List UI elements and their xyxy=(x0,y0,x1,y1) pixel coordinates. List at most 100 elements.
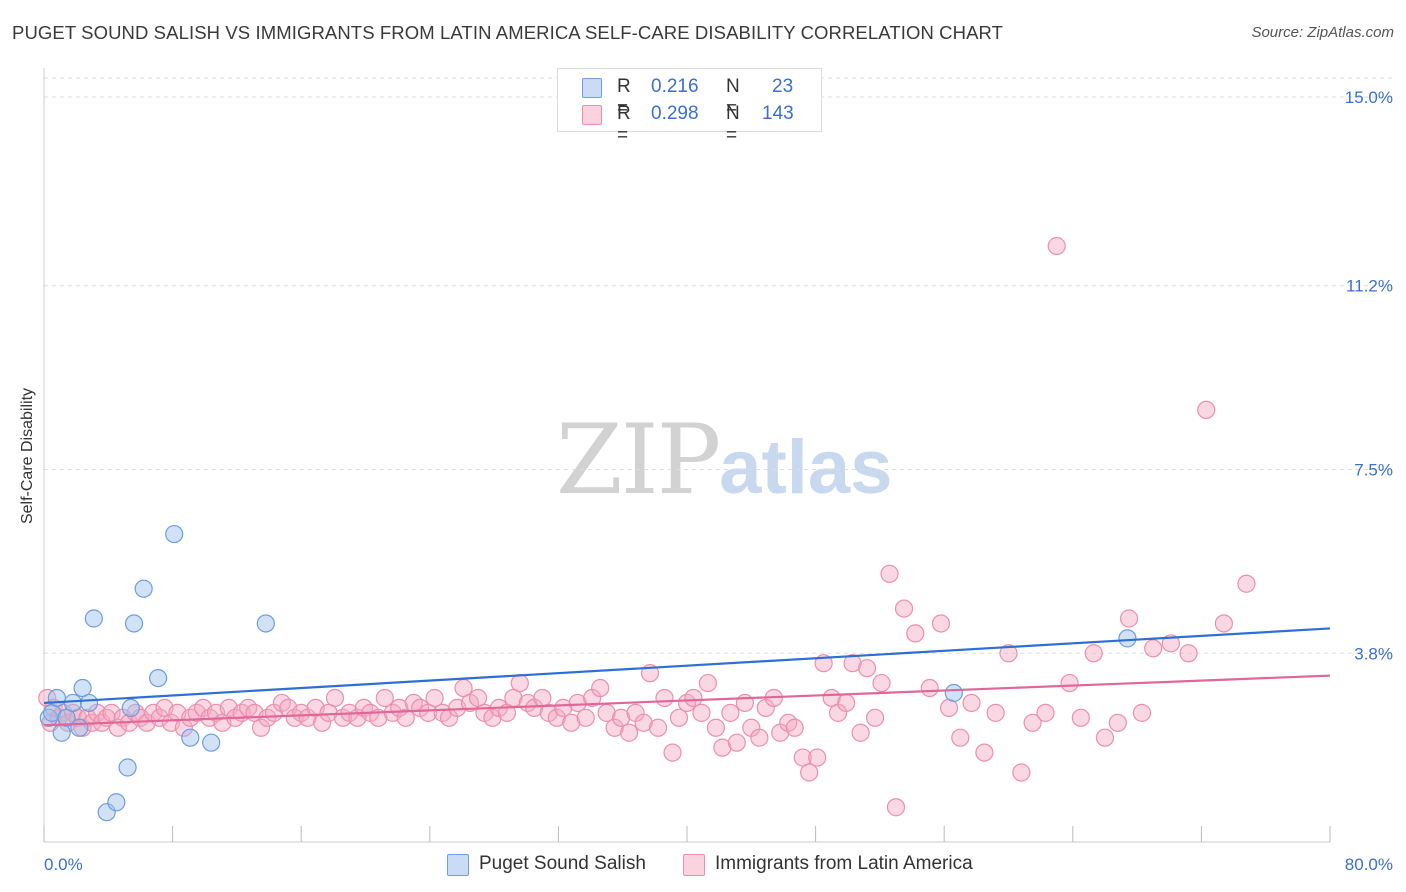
legend-r-label: R = xyxy=(617,76,631,119)
data-point-latin-america xyxy=(483,708,502,727)
data-point-latin-america xyxy=(669,708,689,727)
data-point-salish xyxy=(121,698,140,718)
data-point-latin-america xyxy=(251,718,271,737)
data-point-latin-america xyxy=(721,703,740,722)
data-point-latin-america xyxy=(648,718,668,737)
data-point-latin-america xyxy=(591,678,610,698)
data-point-latin-america xyxy=(620,723,639,742)
data-point-latin-america xyxy=(396,708,415,727)
data-point-latin-america xyxy=(886,798,906,817)
data-point-salish xyxy=(63,693,83,713)
data-point-latin-america xyxy=(1108,713,1127,732)
data-point-latin-america xyxy=(851,723,870,742)
source-credit: Source: ZipAtlas.com xyxy=(1251,24,1394,41)
data-point-salish xyxy=(1118,629,1137,648)
data-point-salish xyxy=(107,793,126,812)
data-point-salish xyxy=(944,683,963,703)
data-point-salish xyxy=(39,708,58,727)
data-point-latin-america xyxy=(931,614,951,633)
data-point-latin-america xyxy=(1119,609,1139,628)
data-point-salish xyxy=(149,668,168,688)
data-point-salish xyxy=(181,728,200,747)
data-point-latin-america xyxy=(1036,703,1055,722)
data-point-latin-america xyxy=(568,693,587,713)
data-point-latin-america xyxy=(562,713,581,732)
legend-n-label: N = xyxy=(726,76,740,119)
data-point-salish xyxy=(118,758,137,777)
legend-swatch-immigrants-latin-america xyxy=(683,854,705,876)
data-point-latin-america xyxy=(962,693,981,713)
legend-r-value: 0.216 xyxy=(651,76,699,97)
legend-n-label: N = xyxy=(726,103,740,146)
data-point-latin-america xyxy=(692,703,711,722)
data-point-latin-america xyxy=(605,718,624,737)
data-point-salish xyxy=(84,609,103,628)
legend-swatch-puget-sound-salish xyxy=(447,854,469,876)
data-point-latin-america xyxy=(1197,400,1216,419)
data-point-latin-america xyxy=(1144,639,1163,658)
data-point-latin-america xyxy=(576,708,595,727)
data-point-latin-america xyxy=(865,708,885,727)
data-point-latin-america xyxy=(1179,644,1198,663)
data-point-latin-america xyxy=(880,564,899,583)
trend-line-latin-america xyxy=(43,674,1331,727)
data-point-latin-america xyxy=(1023,713,1042,732)
data-point-latin-america xyxy=(975,743,994,762)
data-point-latin-america xyxy=(785,718,804,737)
data-point-latin-america xyxy=(906,624,925,643)
data-point-salish xyxy=(165,524,184,544)
data-point-salish xyxy=(202,733,221,752)
legend-label-immigrants-latin-america: Immigrants from Latin America xyxy=(715,853,973,874)
legend-n-value: 143 xyxy=(762,103,794,124)
data-point-latin-america xyxy=(1047,236,1066,256)
data-point-latin-america xyxy=(808,748,827,767)
y-tick-label: 15.0% xyxy=(1345,88,1393,107)
legend-n-value: 23 xyxy=(772,76,794,97)
trend-line-salish xyxy=(43,627,1331,705)
data-point-latin-america xyxy=(999,644,1018,663)
y-tick-label: 7.5% xyxy=(1354,461,1393,480)
legend-swatch-blue xyxy=(582,78,602,98)
data-point-latin-america xyxy=(1237,574,1256,593)
data-point-latin-america xyxy=(634,713,653,732)
data-point-latin-america xyxy=(894,599,914,618)
data-point-latin-america xyxy=(750,728,769,747)
watermark-atlas: atlas xyxy=(719,425,893,510)
data-point-salish xyxy=(70,718,89,737)
y-tick-label: 3.8% xyxy=(1354,644,1393,663)
data-point-latin-america xyxy=(698,673,717,693)
data-point-latin-america xyxy=(1071,708,1090,727)
data-point-salish xyxy=(256,614,275,633)
data-point-latin-america xyxy=(510,673,529,693)
data-point-latin-america xyxy=(655,688,674,708)
data-point-latin-america xyxy=(951,728,970,747)
data-point-latin-america xyxy=(1084,644,1103,663)
data-point-latin-america xyxy=(713,738,732,757)
data-point-latin-america xyxy=(872,673,891,693)
data-point-salish xyxy=(79,693,99,713)
data-point-latin-america xyxy=(375,688,394,708)
data-point-latin-america xyxy=(843,654,862,673)
data-point-latin-america xyxy=(727,733,746,752)
data-point-latin-america xyxy=(706,718,726,737)
data-point-latin-america xyxy=(1012,763,1031,782)
watermark: ZIPatlas xyxy=(556,404,892,516)
data-point-latin-america xyxy=(920,678,939,698)
data-point-salish xyxy=(97,803,116,822)
legend-r-value: 0.298 xyxy=(651,103,699,124)
data-point-salish xyxy=(124,614,144,633)
data-point-latin-america xyxy=(837,693,856,713)
x-tick-label: 0.0% xyxy=(44,855,83,874)
data-point-latin-america xyxy=(1060,673,1079,693)
data-point-latin-america xyxy=(425,688,444,708)
data-point-salish xyxy=(47,688,66,708)
data-point-latin-america xyxy=(857,659,877,678)
data-point-latin-america xyxy=(554,698,573,718)
legend-series: Puget Sound Salish Immigrants from Latin… xyxy=(0,851,1406,879)
data-point-latin-america xyxy=(325,688,345,708)
data-point-latin-america xyxy=(986,703,1005,722)
data-point-latin-america xyxy=(150,708,169,727)
y-tick-label: 11.2% xyxy=(1346,277,1393,296)
data-point-latin-america xyxy=(1132,703,1152,722)
